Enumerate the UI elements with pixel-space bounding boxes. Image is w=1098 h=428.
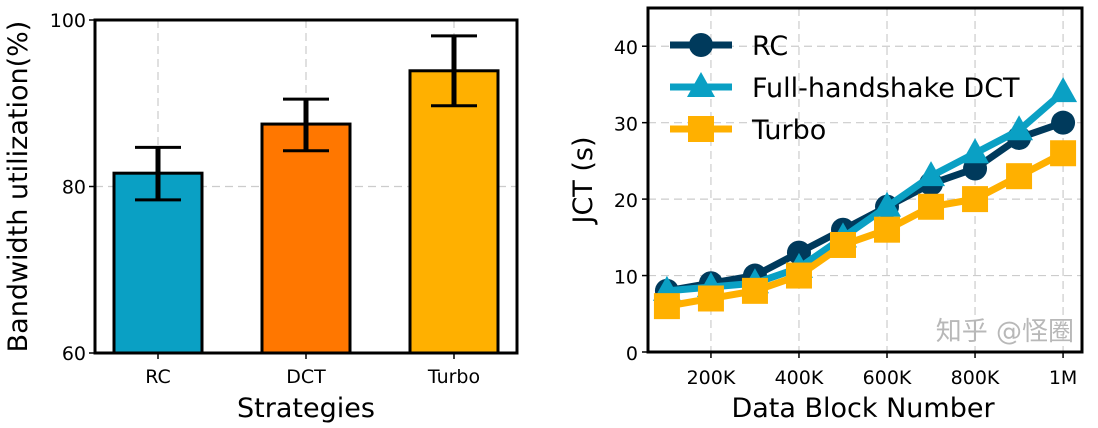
data-point — [961, 138, 990, 164]
data-point — [785, 262, 812, 289]
data-point — [741, 277, 768, 304]
legend-marker — [688, 116, 714, 142]
data-point — [1049, 77, 1078, 103]
x-tick-label: RC — [145, 366, 171, 388]
x-tick-label: 600K — [863, 367, 912, 389]
line-chart: 0 10 20 30 40 200K 400K 600K 800K 1M RC Full-handsh… — [568, 6, 1084, 424]
data-point — [697, 285, 724, 312]
data-point — [786, 240, 811, 265]
plot-frame — [646, 6, 1084, 354]
data-point — [917, 161, 946, 187]
y-tick-label: 10 — [614, 267, 638, 289]
y-axis-label: JCT (s) — [568, 136, 599, 225]
data-point — [873, 191, 902, 217]
legend: RC Full-handshake DCT Turbo — [670, 31, 1020, 146]
data-point — [1005, 115, 1034, 141]
y-tick-label: 40 — [614, 37, 638, 59]
series-line — [666, 89, 1066, 295]
y-tick-label: 30 — [614, 114, 638, 136]
legend-label: Full-handshake DCT — [752, 73, 1020, 104]
plot-frame — [93, 18, 519, 355]
x-tick-label: 200K — [687, 367, 736, 389]
bar-rc — [112, 171, 204, 355]
legend-marker — [687, 72, 715, 97]
x-axis-label: Data Block Number — [731, 393, 995, 424]
y-tick-label: 20 — [614, 190, 638, 212]
x-tick-label: 400K — [775, 367, 824, 389]
y-tick-label: 60 — [62, 343, 86, 365]
series-turbo — [653, 140, 1077, 320]
legend-label: Turbo — [751, 115, 826, 146]
x-tick-label: 800K — [951, 367, 1000, 389]
legend-label: RC — [752, 31, 788, 62]
data-point — [874, 216, 901, 243]
bar-chart: 60 80 100 RC DCT Turbo Strategies Bandwidth uti… — [3, 10, 519, 424]
y-tick-label: 80 — [62, 177, 86, 199]
data-point — [918, 193, 945, 220]
data-point — [1006, 163, 1033, 190]
watermark: 知乎 @怪圈 — [936, 317, 1074, 347]
bar-turbo — [408, 69, 500, 355]
x-tick-label: DCT — [286, 366, 326, 388]
data-point — [1051, 110, 1076, 135]
data-point — [829, 231, 856, 258]
series-line — [666, 150, 1065, 310]
data-point — [653, 293, 680, 320]
x-axis-label: Strategies — [237, 393, 375, 424]
bar-dct — [260, 122, 352, 355]
x-tick-label: 1M — [1049, 367, 1077, 389]
data-point — [962, 186, 989, 213]
series-line — [666, 119, 1065, 295]
y-axis-label: Bandwidth utilization(%) — [3, 21, 34, 353]
y-tick-label: 100 — [50, 10, 86, 32]
y-tick-label: 0 — [626, 343, 638, 365]
data-point — [1050, 140, 1077, 167]
x-tick-label: Turbo — [427, 366, 480, 388]
legend-marker — [689, 33, 713, 57]
